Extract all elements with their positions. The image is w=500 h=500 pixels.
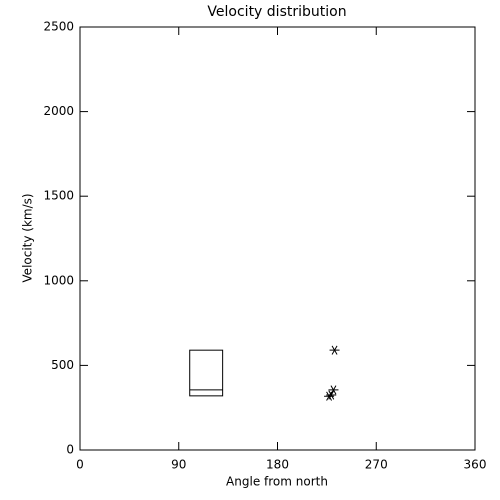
y-tick-label: 500: [51, 358, 74, 372]
box: [189, 349, 224, 397]
x-axis-label: Angle from north: [226, 475, 328, 489]
point: [329, 345, 340, 355]
point: [328, 385, 339, 395]
plot-frame: [79, 26, 476, 451]
x-tick-label: 360: [464, 458, 487, 472]
y-tick-label: 0: [66, 443, 74, 457]
point: [324, 391, 335, 401]
y-tick-label: 2500: [43, 20, 74, 34]
x-tick-label: 0: [76, 458, 84, 472]
chart-title: Velocity distribution: [207, 4, 346, 20]
y-tick-label: 1500: [43, 189, 74, 203]
y-tick-label: 2000: [43, 104, 74, 118]
x-tick-label: 90: [171, 458, 186, 472]
x-tick-label: 180: [266, 458, 289, 472]
y-axis-label: Velocity (km/s): [21, 193, 35, 282]
y-tick-label: 1000: [43, 273, 74, 287]
x-tick-label: 270: [365, 458, 388, 472]
